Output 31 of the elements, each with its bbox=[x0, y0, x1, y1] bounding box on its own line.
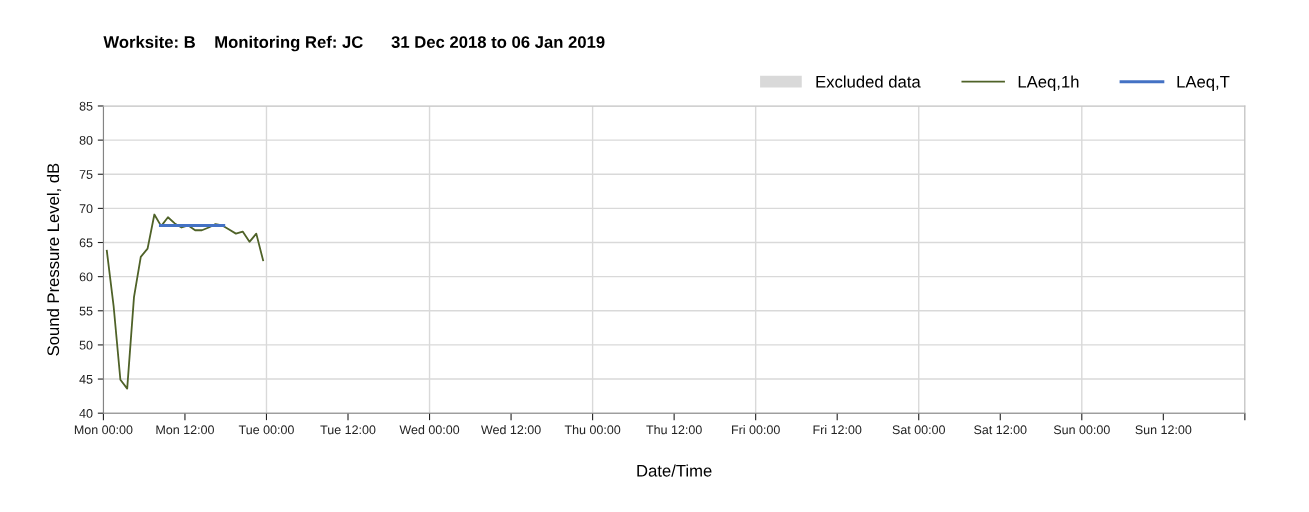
x-tick-label: Wed 00:00 bbox=[399, 424, 460, 435]
chart-title: Worksite: B Monitoring Ref: JC 31 Dec 2018 to 06 Jan 2019 bbox=[103, 35, 605, 52]
y-tick-label: 70 bbox=[79, 204, 93, 214]
x-tick-label: Thu 12:00 bbox=[646, 424, 702, 435]
y-tick-label: 75 bbox=[79, 170, 93, 179]
y-tick-label: 80 bbox=[79, 135, 93, 145]
x-tick-label: Tue 00:00 bbox=[238, 425, 294, 435]
legend-label: LAeq,1h bbox=[1018, 75, 1079, 91]
y-tick-label: 85 bbox=[79, 101, 93, 111]
x-tick-label: Thu 00:00 bbox=[564, 424, 621, 435]
x-tick-label: Sat 12:00 bbox=[974, 425, 1027, 435]
x-axis-title: Date/Time bbox=[637, 464, 712, 477]
legend-label: Excluded data bbox=[816, 75, 921, 88]
x-tick-label: Tue 12:00 bbox=[320, 425, 376, 435]
x-tick-label: Fri 00:00 bbox=[732, 424, 780, 435]
legend-label: LAeq,T bbox=[1177, 76, 1230, 91]
y-tick-label: 60 bbox=[79, 272, 93, 282]
y-tick-label: 40 bbox=[79, 408, 93, 418]
x-tick-label: Mon 12:00 bbox=[156, 425, 214, 435]
x-tick-label: Sun 12:00 bbox=[1135, 425, 1192, 435]
x-tick-label: Fri 12:00 bbox=[813, 424, 862, 435]
y-tick-label: 50 bbox=[79, 340, 93, 350]
y-tick-label: 65 bbox=[79, 238, 93, 248]
y-tick-label: 55 bbox=[79, 306, 93, 316]
y-tick-label: 45 bbox=[79, 374, 93, 384]
x-tick-label: Mon 00:00 bbox=[74, 425, 133, 435]
y-axis-title: Sound Pressure Level, dB bbox=[46, 163, 62, 356]
x-tick-label: Sat 00:00 bbox=[892, 425, 945, 435]
x-tick-label: Sun 00:00 bbox=[1053, 425, 1110, 435]
line-series bbox=[105, 213, 264, 390]
x-tick-label: Wed 12:00 bbox=[481, 424, 541, 435]
